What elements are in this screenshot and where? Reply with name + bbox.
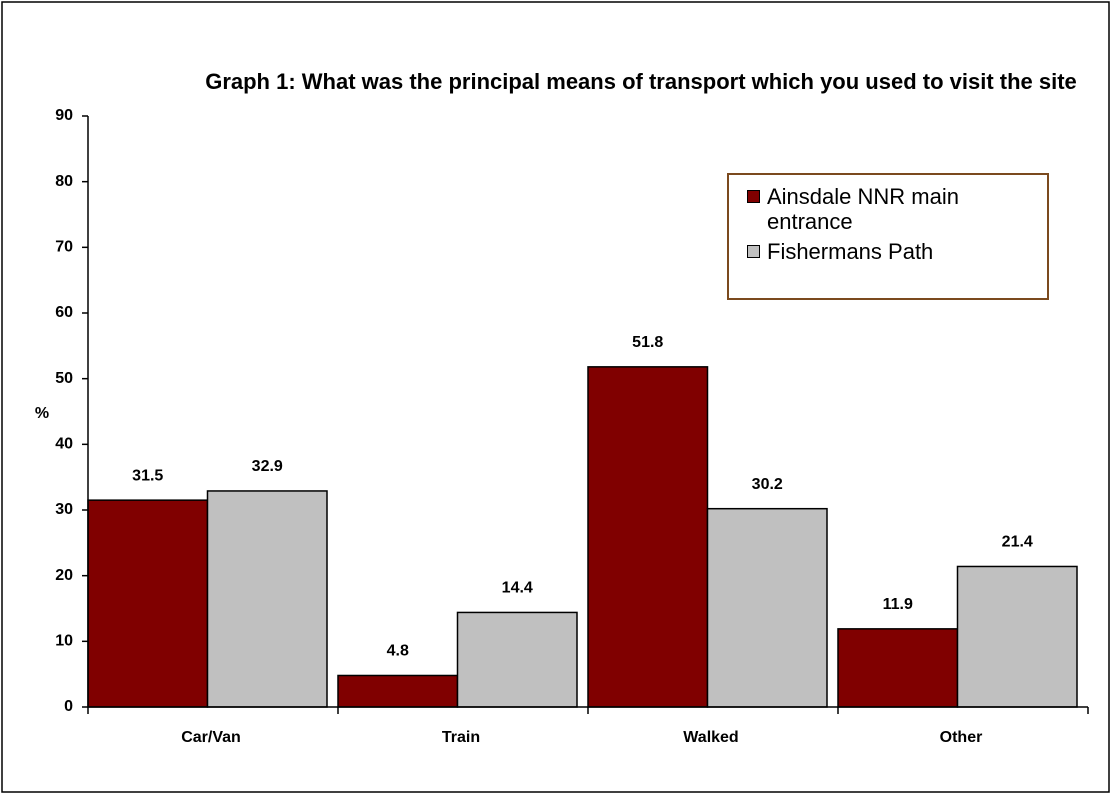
legend-item: Fishermans Path bbox=[747, 239, 1027, 264]
legend: Ainsdale NNR main entrance Fishermans Pat… bbox=[727, 173, 1049, 300]
x-tick-label: Walked bbox=[683, 729, 738, 746]
bar bbox=[587, 366, 709, 708]
legend-label: Fishermans Path bbox=[767, 239, 934, 264]
data-label: 11.9 bbox=[883, 596, 913, 613]
data-label: 30.2 bbox=[752, 476, 783, 493]
legend-swatch bbox=[747, 190, 760, 203]
y-tick-label: 40 bbox=[55, 436, 73, 453]
y-tick-label: 0 bbox=[64, 698, 73, 715]
data-label: 14.4 bbox=[502, 580, 533, 597]
data-label: 31.5 bbox=[132, 467, 163, 484]
data-label: 51.8 bbox=[632, 334, 663, 351]
y-tick-label: 70 bbox=[55, 239, 73, 256]
y-tick-label: 30 bbox=[55, 501, 73, 518]
y-tick-label: 90 bbox=[55, 107, 73, 124]
chart-title: Graph 1: What was the principal means of… bbox=[205, 69, 1077, 94]
bar bbox=[337, 674, 459, 708]
x-tick-label: Other bbox=[940, 729, 983, 746]
bar bbox=[956, 565, 1078, 708]
bar bbox=[87, 499, 209, 708]
y-axis-label: % bbox=[35, 405, 49, 422]
y-tick-label: 60 bbox=[55, 304, 73, 321]
legend-label: Ainsdale NNR main entrance bbox=[767, 184, 959, 234]
x-tick-label: Car/Van bbox=[181, 729, 241, 746]
y-tick-label: 80 bbox=[55, 173, 73, 190]
data-label: 32.9 bbox=[252, 458, 283, 475]
y-tick-label: 10 bbox=[55, 633, 73, 650]
y-tick-label: 50 bbox=[55, 370, 73, 387]
y-tick-label: 20 bbox=[55, 567, 73, 584]
bar bbox=[706, 507, 828, 708]
data-label: 21.4 bbox=[1002, 534, 1033, 551]
bar bbox=[456, 611, 578, 708]
bar bbox=[837, 628, 959, 708]
bar bbox=[206, 490, 328, 708]
data-label: 4.8 bbox=[387, 643, 409, 660]
legend-item: Ainsdale NNR main entrance bbox=[747, 184, 1027, 234]
x-tick-label: Train bbox=[442, 729, 480, 746]
legend-swatch bbox=[747, 245, 760, 258]
